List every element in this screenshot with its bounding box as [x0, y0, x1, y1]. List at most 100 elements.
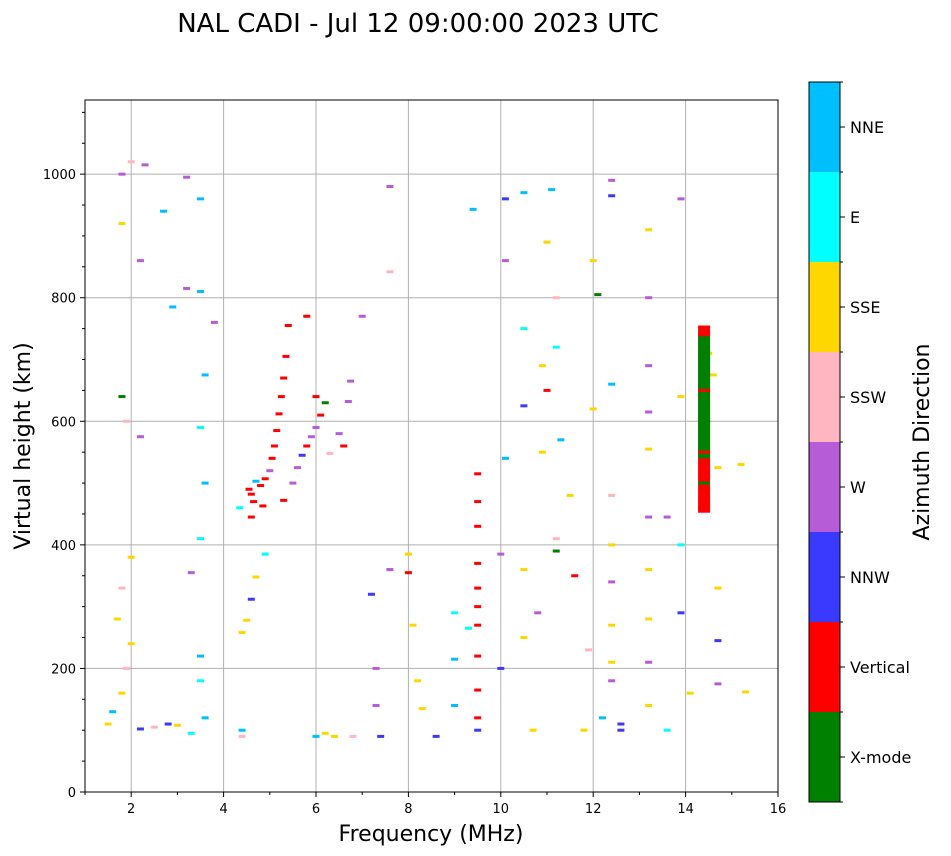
- column-segment: [698, 336, 711, 459]
- data-point: [608, 660, 616, 664]
- data-point: [197, 197, 204, 201]
- data-point: [474, 728, 482, 732]
- data-point: [344, 400, 352, 404]
- data-point: [617, 722, 625, 726]
- data-point: [451, 611, 459, 615]
- data-point: [501, 197, 509, 201]
- data-point: [520, 636, 528, 640]
- data-point: [497, 666, 505, 670]
- x-tick-label: 12: [585, 802, 602, 817]
- colorbar-tick-label: E: [850, 208, 860, 227]
- data-point: [367, 592, 375, 596]
- data-point: [113, 617, 121, 621]
- x-tick-label: 14: [677, 802, 694, 817]
- data-point: [243, 618, 251, 622]
- data-point: [474, 524, 482, 528]
- data-point: [136, 727, 144, 731]
- data-point: [538, 450, 546, 454]
- data-point: [372, 666, 380, 670]
- data-point: [414, 679, 422, 683]
- colorbar-tick-label: NNW: [850, 568, 890, 587]
- data-point: [284, 324, 292, 328]
- data-point: [136, 259, 144, 263]
- column-segment: [698, 419, 711, 423]
- data-point: [372, 704, 380, 707]
- data-point: [608, 194, 616, 198]
- data-point: [714, 586, 722, 590]
- data-point: [677, 197, 685, 201]
- colorbar-segment: [809, 712, 840, 802]
- data-point: [303, 444, 311, 448]
- colorbar-tick-label: W: [850, 478, 866, 497]
- colorbar-segment: [809, 442, 840, 532]
- data-point: [118, 172, 126, 176]
- data-point: [589, 259, 597, 263]
- colorbar-tick-label: SSE: [850, 298, 880, 317]
- data-point: [645, 515, 653, 519]
- data-point: [386, 568, 394, 572]
- data-point: [566, 493, 574, 497]
- data-point: [298, 453, 306, 457]
- data-point: [645, 660, 653, 664]
- data-point: [294, 466, 302, 470]
- data-point: [197, 290, 204, 294]
- data-point: [127, 642, 135, 646]
- data-point: [109, 710, 117, 714]
- data-point: [469, 207, 477, 211]
- data-point: [247, 597, 255, 601]
- data-point: [201, 373, 209, 377]
- data-point: [742, 690, 750, 694]
- data-point: [608, 178, 616, 182]
- data-point: [321, 401, 329, 405]
- data-point: [645, 364, 653, 368]
- data-point: [136, 435, 144, 439]
- data-point: [432, 734, 440, 738]
- data-point: [645, 617, 653, 621]
- data-point: [377, 734, 385, 738]
- data-point: [645, 228, 653, 232]
- data-point: [282, 354, 290, 358]
- colorbar-tick-label: Vertical: [850, 658, 910, 677]
- data-point: [275, 412, 283, 416]
- data-point: [474, 688, 482, 692]
- column-segment: [698, 450, 711, 454]
- data-point: [451, 704, 459, 707]
- data-point: [608, 543, 616, 547]
- colorbar-frame: [808, 81, 841, 803]
- data-point: [571, 574, 579, 578]
- data-point: [317, 413, 325, 417]
- data-point: [608, 493, 616, 497]
- y-axis-label: Virtual height (km): [11, 342, 36, 549]
- data-point: [557, 438, 565, 442]
- column-segment: [698, 388, 711, 392]
- y-tick-label: 0: [68, 786, 76, 801]
- column-bar: [698, 325, 711, 513]
- data-point: [268, 456, 276, 460]
- data-point: [520, 404, 528, 408]
- data-point: [677, 395, 685, 399]
- data-point: [118, 395, 126, 399]
- column-segment: [698, 333, 711, 337]
- data-point: [358, 314, 366, 318]
- data-point: [259, 504, 267, 508]
- colorbar-tick-label: SSW: [850, 388, 886, 407]
- x-tick-label: 8: [404, 802, 412, 817]
- colorbar-segment: [809, 172, 840, 262]
- plot-frame: [84, 99, 779, 793]
- data-point: [520, 568, 528, 572]
- x-tick-label: 4: [219, 802, 227, 817]
- data-point: [321, 731, 329, 735]
- data-point: [552, 537, 560, 541]
- data-point: [257, 484, 265, 488]
- data-point: [289, 481, 297, 485]
- data-point: [663, 515, 671, 519]
- data-point: [474, 716, 482, 720]
- data-point: [645, 410, 653, 414]
- colorbar-tick-label: X-mode: [850, 748, 911, 767]
- chart-title: NAL CADI - Jul 12 09:00:00 2023 UTC: [177, 9, 659, 39]
- data-point: [737, 463, 745, 467]
- data-point: [543, 388, 551, 392]
- data-point: [534, 611, 542, 615]
- data-point: [645, 447, 653, 451]
- data-point: [183, 286, 191, 290]
